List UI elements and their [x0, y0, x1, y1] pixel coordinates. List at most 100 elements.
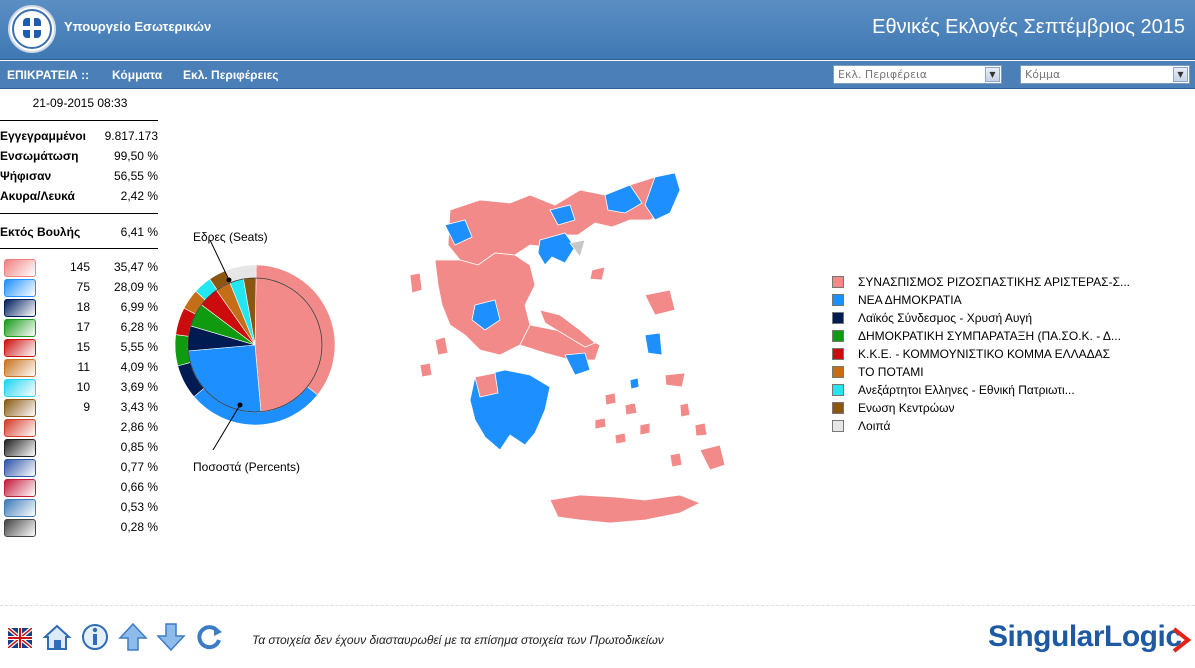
map-region[interactable] — [589, 266, 606, 281]
party-row[interactable]: 0,28 % — [0, 518, 160, 538]
map-region[interactable] — [569, 239, 586, 258]
map-region[interactable] — [549, 494, 701, 524]
map-region[interactable] — [471, 299, 501, 331]
disclaimer-text: Τα στοιχεία δεν έχουν διασταυρωθεί με τα… — [252, 633, 664, 647]
legend-item: ΔΗΜΟΚΡΑΤΙΚΗ ΣΥΜΠΑΡΑΤΑΞΗ (ΠΑ.ΣΟ.Κ. - Δ... — [832, 328, 1162, 346]
map-region[interactable] — [434, 336, 449, 356]
stat-value: 2,42 % — [120, 189, 158, 203]
uk-flag-icon[interactable] — [8, 628, 32, 648]
map-region[interactable] — [644, 289, 676, 316]
stat-voted: Ψήφισαν 56,55 % — [0, 169, 160, 187]
arrow-down-icon[interactable] — [156, 622, 186, 652]
arrow-up-icon[interactable] — [118, 622, 148, 652]
stat-label: Εκτός Βουλής — [0, 225, 81, 239]
party-row[interactable]: 75 28,09 % — [0, 278, 160, 298]
singularlogic-logo: SingularLogic — [988, 620, 1182, 653]
map-region[interactable] — [564, 352, 591, 376]
legend-item: Κ.Κ.Ε. - ΚΟΜΜΟΥΝΙΣΤΙΚΟ ΚΟΜΜΑ ΕΛΛΑΔΑΣ — [832, 346, 1162, 364]
home-icon[interactable] — [42, 622, 72, 652]
legend-item: Λοιπά — [832, 418, 1162, 436]
party-seats: 9 — [83, 400, 90, 414]
party-row[interactable]: 0,85 % — [0, 438, 160, 458]
party-logo-icon — [4, 399, 36, 417]
party-row[interactable]: 10 3,69 % — [0, 378, 160, 398]
party-seats: 15 — [76, 340, 90, 354]
party-logo-icon — [4, 419, 36, 437]
party-logo-icon — [4, 459, 36, 477]
map-region[interactable] — [537, 232, 576, 266]
nav-scope-link[interactable]: ΕΠΙΚΡΑΤΕΙΑ :: — [7, 68, 90, 82]
party-logo-icon — [4, 519, 36, 537]
map-region[interactable] — [594, 392, 726, 471]
map-region[interactable] — [474, 372, 499, 398]
party-seats: 18 — [76, 300, 90, 314]
party-logo-icon — [4, 379, 36, 397]
legend-swatch — [832, 366, 844, 378]
legend-swatch — [832, 384, 844, 396]
map-region[interactable] — [604, 184, 643, 214]
party-row[interactable]: 0,53 % — [0, 498, 160, 518]
party-logo-icon — [4, 319, 36, 337]
party-percent: 28,09 % — [113, 280, 158, 294]
party-logo-icon — [4, 339, 36, 357]
legend-item: ΣΥΝΑΣΠΙΣΜΟΣ ΡΙΖΟΣΠΑΣΤΙΚΗΣ ΑΡΙΣΤΕΡΑΣ-Σ... — [832, 274, 1162, 292]
ministry-name: Υπουργείο Εσωτερικών — [64, 19, 212, 34]
legend-swatch — [832, 276, 844, 288]
map-region[interactable] — [444, 219, 473, 246]
stat-label: Ψήφισαν — [0, 169, 52, 183]
legend-swatch — [832, 348, 844, 360]
party-row[interactable]: 2,86 % — [0, 418, 160, 438]
legend-item: Λαϊκός Σύνδεσμος - Χρυσή Αυγή — [832, 310, 1162, 328]
map-region[interactable] — [539, 309, 596, 348]
party-percent: 35,47 % — [113, 260, 158, 274]
party-percent: 3,43 % — [120, 400, 158, 414]
map-region[interactable] — [419, 362, 433, 378]
party-row[interactable]: 15 5,55 % — [0, 338, 160, 358]
party-row[interactable]: 9 3,43 % — [0, 398, 160, 418]
party-row[interactable]: 18 6,99 % — [0, 298, 160, 318]
map-region[interactable] — [644, 332, 663, 356]
divider — [0, 248, 158, 249]
map-region[interactable] — [644, 172, 681, 221]
refresh-icon[interactable] — [194, 622, 224, 652]
chart-legend: ΣΥΝΑΣΠΙΣΜΟΣ ΡΙΖΟΣΠΑΣΤΙΚΗΣ ΑΡΙΣΤΕΡΑΣ-Σ...… — [832, 274, 1162, 436]
greece-results-map[interactable] — [380, 165, 760, 535]
party-row[interactable]: 145 35,47 % — [0, 258, 160, 278]
nav-regions-link[interactable]: Εκλ. Περιφέρειες — [183, 68, 279, 82]
stat-value: 56,55 % — [113, 169, 158, 183]
party-select[interactable]: Κόμμα ▼ — [1020, 65, 1190, 84]
party-seats: 17 — [76, 320, 90, 334]
stat-outside-parliament: Εκτός Βουλής 6,41 % — [0, 225, 160, 243]
info-icon[interactable] — [80, 622, 110, 652]
legend-swatch — [832, 330, 844, 342]
legend-label: Ενωση Κεντρώων — [858, 401, 955, 415]
percents-pointer-line — [212, 404, 241, 450]
map-region[interactable] — [549, 204, 576, 226]
map-region[interactable] — [664, 372, 686, 388]
map-region[interactable] — [629, 377, 640, 390]
legend-label: ΣΥΝΑΣΠΙΣΜΟΣ ΡΙΖΟΣΠΑΣΤΙΚΗΣ ΑΡΙΣΤΕΡΑΣ-Σ... — [858, 275, 1130, 289]
party-percent: 5,55 % — [120, 340, 158, 354]
stat-registered: Εγγεγραμμένοι 9.817.173 — [0, 129, 160, 147]
party-percent: 6,99 % — [120, 300, 158, 314]
party-logo-icon — [4, 259, 36, 277]
region-select-value: Εκλ. Περιφέρεια — [838, 68, 927, 81]
divider — [0, 120, 158, 121]
seats-pointer-dot — [226, 277, 232, 283]
stat-value: 9.817.173 — [104, 129, 158, 143]
percents-ring — [174, 264, 336, 426]
nav-parties-link[interactable]: Κόμματα — [112, 68, 163, 82]
party-row[interactable]: 0,66 % — [0, 478, 160, 498]
party-percent: 3,69 % — [120, 380, 158, 394]
stat-label: Ακυρα/Λευκά — [0, 189, 75, 203]
party-row[interactable]: 17 6,28 % — [0, 318, 160, 338]
party-logo-icon — [4, 299, 36, 317]
stat-label: Εγγεγραμμένοι — [0, 129, 86, 143]
party-row[interactable]: 11 4,09 % — [0, 358, 160, 378]
legend-label: Ανεξάρτητοι Ελληνες - Εθνική Πατριωτι... — [858, 383, 1075, 397]
party-row[interactable]: 0,77 % — [0, 458, 160, 478]
region-select[interactable]: Εκλ. Περιφέρεια ▼ — [833, 65, 1002, 84]
party-percent: 0,85 % — [120, 440, 158, 454]
map-region[interactable] — [409, 272, 423, 294]
